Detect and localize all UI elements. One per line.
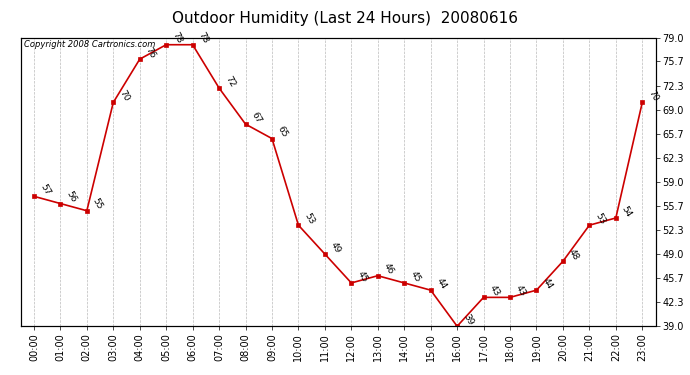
Text: 78: 78 [170,31,184,45]
Text: 43: 43 [514,284,528,298]
Text: 53: 53 [303,211,316,226]
Text: 45: 45 [355,269,369,284]
Text: Outdoor Humidity (Last 24 Hours)  20080616: Outdoor Humidity (Last 24 Hours) 2008061… [172,11,518,26]
Text: 78: 78 [197,31,210,45]
Text: 65: 65 [276,125,290,139]
Text: 57: 57 [38,183,52,197]
Text: 44: 44 [541,276,554,291]
Text: 49: 49 [329,240,342,255]
Text: 43: 43 [488,284,501,298]
Text: 55: 55 [91,197,105,211]
Text: 45: 45 [408,269,422,284]
Text: 76: 76 [144,45,157,60]
Text: 56: 56 [65,190,78,204]
Text: Copyright 2008 Cartronics.com: Copyright 2008 Cartronics.com [24,40,155,50]
Text: 54: 54 [620,204,633,219]
Text: 48: 48 [567,248,580,262]
Text: 44: 44 [435,276,448,291]
Text: 70: 70 [117,88,131,103]
Text: 53: 53 [593,211,607,226]
Text: 46: 46 [382,262,395,276]
Text: 39: 39 [462,312,475,327]
Text: 70: 70 [647,88,660,103]
Text: 72: 72 [224,74,237,88]
Text: 67: 67 [250,110,264,125]
